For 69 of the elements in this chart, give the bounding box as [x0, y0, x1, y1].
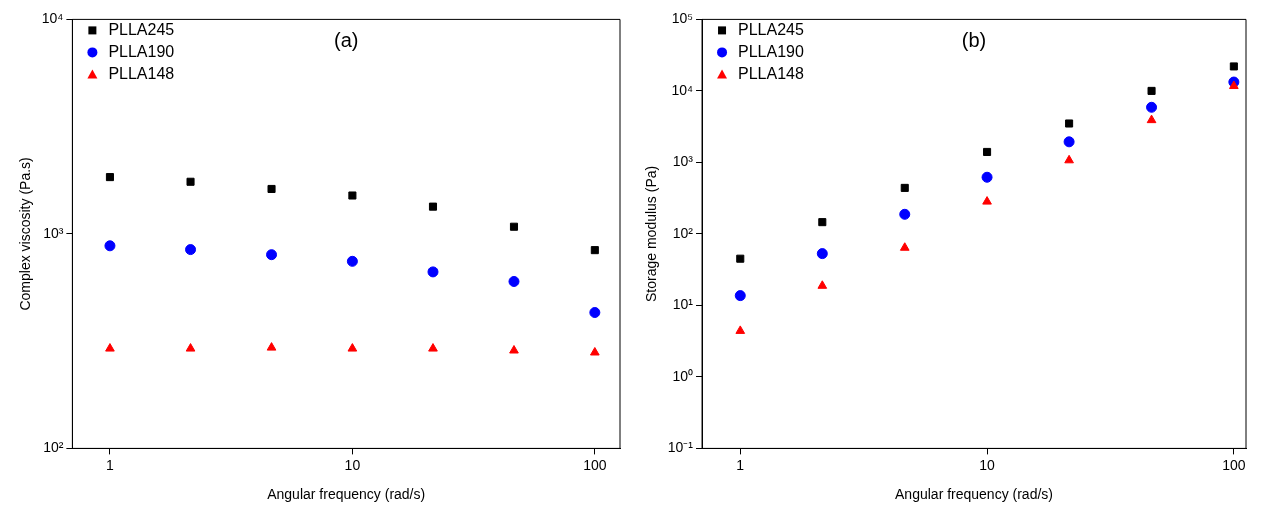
point — [899, 208, 911, 220]
y-tick-label: 10⁴ — [41, 10, 64, 27]
x-tick-label: 100 — [583, 456, 607, 473]
point — [735, 325, 746, 334]
legend-label: PLLA148 — [108, 64, 175, 82]
point — [983, 147, 992, 156]
point — [508, 275, 520, 287]
point — [1147, 86, 1156, 95]
point — [590, 246, 599, 255]
point — [590, 346, 600, 356]
point — [185, 343, 196, 352]
point — [1146, 101, 1158, 113]
annotation: (a) — [333, 28, 359, 51]
y-tick-label: 10² — [672, 224, 694, 241]
point — [899, 242, 910, 251]
point — [817, 280, 828, 289]
point — [900, 183, 909, 192]
point — [734, 290, 746, 302]
point — [1146, 114, 1157, 124]
y-tick-label: 10³ — [672, 153, 694, 170]
point — [816, 248, 828, 260]
y-tick-label: 10² — [43, 439, 64, 456]
annotation: (b) — [961, 28, 987, 51]
legend-label: PLLA190 — [738, 42, 804, 60]
point — [346, 255, 358, 267]
point — [185, 244, 197, 256]
point — [509, 222, 519, 231]
x-axis-title: Angular frequency (rad/s) — [267, 486, 426, 503]
y-tick-label: 10¹ — [672, 296, 694, 313]
point — [186, 177, 195, 186]
point — [981, 171, 993, 183]
point — [266, 342, 277, 351]
point — [428, 343, 438, 352]
point — [1229, 62, 1238, 71]
legend-label: PLLA190 — [108, 42, 175, 60]
point — [509, 345, 519, 354]
point — [736, 254, 745, 263]
point — [104, 240, 116, 252]
legend-label: PLLA148 — [738, 64, 804, 82]
point — [818, 218, 827, 227]
point — [428, 202, 438, 211]
x-tick-label: 10 — [344, 456, 361, 473]
point — [589, 307, 601, 319]
point — [1063, 136, 1075, 148]
y-tick-label: 10⁴ — [671, 81, 694, 98]
point — [1229, 80, 1239, 90]
x-axis-title: Angular frequency (rad/s) — [895, 486, 1053, 503]
point — [266, 249, 278, 261]
point — [267, 184, 276, 193]
y-tick-label: 10⁻¹ — [667, 439, 694, 456]
x-tick-label: 1 — [106, 456, 115, 473]
x-tick-label: 100 — [1222, 456, 1246, 473]
y-tick-label: 10⁵ — [671, 10, 694, 27]
legend-label: PLLA245 — [738, 20, 804, 38]
point — [1064, 154, 1074, 164]
point — [347, 343, 358, 352]
y-tick-label: 10³ — [43, 224, 64, 241]
y-axis-title: Storage modulus (Pa) — [643, 165, 660, 302]
y-axis-title: Complex viscosity (Pa.s) — [17, 157, 34, 311]
point — [1065, 119, 1074, 128]
x-tick-label: 10 — [979, 456, 996, 473]
y-tick-label: 10⁰ — [672, 367, 694, 384]
point — [105, 173, 114, 182]
point — [427, 266, 439, 278]
point — [348, 191, 357, 200]
legend-label: PLLA245 — [108, 20, 175, 38]
point — [982, 196, 992, 205]
point — [105, 343, 115, 352]
x-tick-label: 1 — [736, 456, 745, 473]
